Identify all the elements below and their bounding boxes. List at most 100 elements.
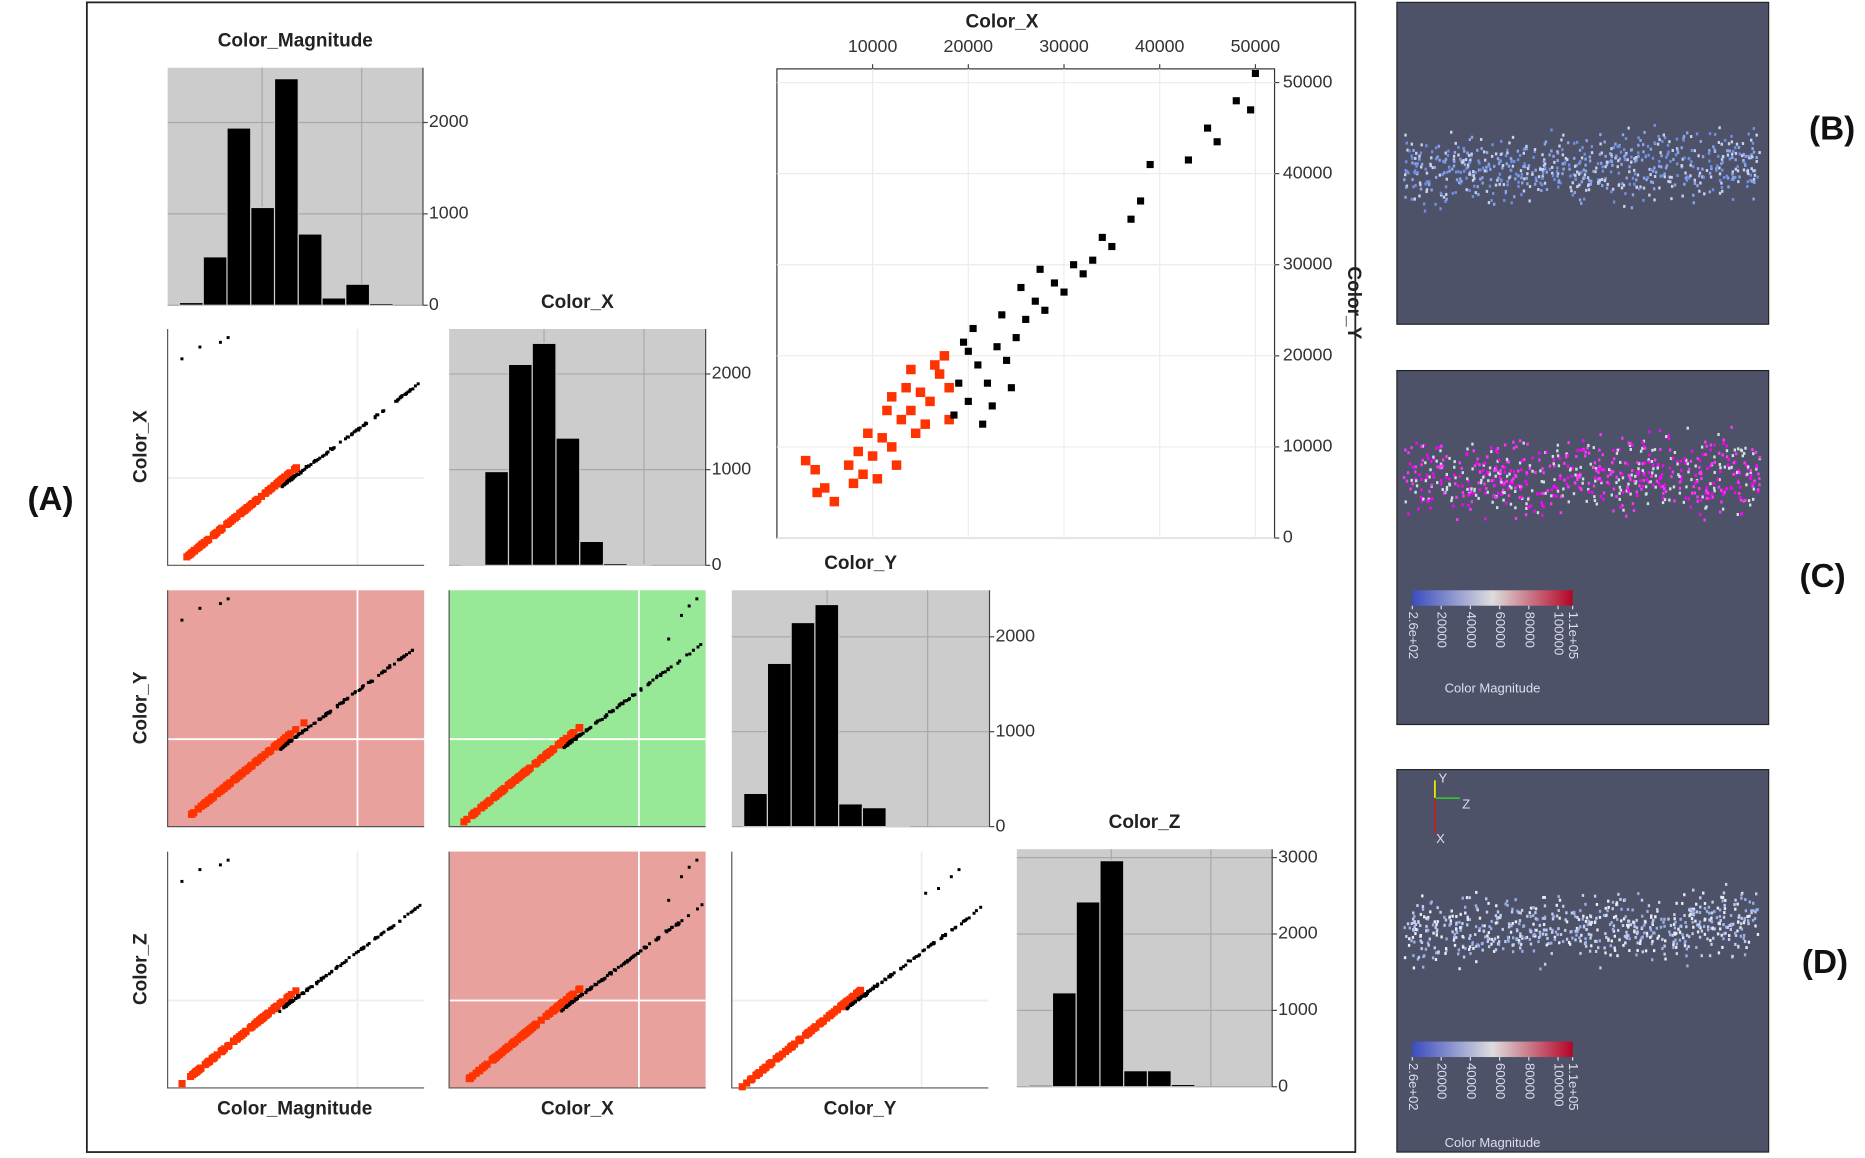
cloud-dot <box>1615 475 1618 479</box>
cloud-dot <box>1710 942 1713 946</box>
cloud-dot <box>1755 467 1758 471</box>
cloud-dot <box>1697 174 1701 178</box>
cloud-dot <box>635 952 639 956</box>
cloud-dot <box>1737 915 1740 919</box>
cloud-dot <box>1666 153 1669 157</box>
cloud-dot <box>1459 928 1462 932</box>
cloud-dot <box>1695 910 1699 914</box>
cloud-dot <box>1692 201 1695 205</box>
cloud-dot <box>1657 463 1660 467</box>
point-cloud <box>460 597 703 826</box>
cloud-dot <box>413 384 417 388</box>
cloud-dot <box>1542 928 1546 932</box>
cloud-dot <box>1448 456 1451 460</box>
cloud-dot <box>1432 457 1436 461</box>
cloud-dot <box>1402 476 1406 480</box>
point <box>1079 270 1087 278</box>
cloud-dot <box>1562 167 1565 171</box>
cloud-dot <box>1447 165 1451 169</box>
cloud-dot <box>409 910 413 914</box>
cloud-dot <box>1432 931 1435 935</box>
cloud-dot <box>1600 151 1603 155</box>
cloud-dot <box>1408 926 1411 930</box>
cloud-dot <box>1626 462 1629 466</box>
cloud-dot <box>1664 490 1668 494</box>
colorbar <box>1412 1041 1573 1058</box>
cloud-dot <box>1549 927 1552 931</box>
cloud-dot <box>626 959 629 963</box>
cloud-dot <box>1725 455 1729 459</box>
cloud-dot <box>1658 186 1661 190</box>
cloud-dot <box>1680 468 1683 472</box>
cloud-dot <box>1742 160 1746 164</box>
cloud-dot <box>1706 928 1710 932</box>
cloud-dot <box>1709 448 1712 452</box>
cloud-dot <box>1434 146 1438 150</box>
cloud-dot <box>1692 165 1695 169</box>
cloud-dot <box>1593 921 1597 925</box>
cloud-dot <box>1571 466 1575 470</box>
cloud-dot <box>1664 957 1667 961</box>
cloud-dot <box>1608 152 1612 156</box>
cloud-dot <box>285 470 293 478</box>
cloud-dot <box>1594 950 1598 953</box>
cloud-dot <box>1703 192 1706 196</box>
cloud-dot <box>1678 930 1682 934</box>
cloud-dot <box>1620 162 1623 166</box>
cloud-dot <box>1414 156 1417 160</box>
bar <box>1099 860 1125 1088</box>
cloud-dot <box>1497 471 1500 475</box>
cloud-dot <box>1566 141 1570 145</box>
triad-label: Y <box>1438 771 1447 786</box>
cloud-dot <box>1753 173 1757 177</box>
cloud-dot <box>1737 180 1740 184</box>
cloud-dot <box>1414 932 1417 936</box>
cloud-dot <box>1461 896 1464 900</box>
cloud-dot <box>1750 911 1753 915</box>
cloud-dot <box>1696 930 1700 934</box>
cloud-dot <box>1407 451 1410 455</box>
cloud-dot <box>1747 499 1751 503</box>
cloud-dot <box>1741 454 1744 458</box>
cloud-dot <box>366 680 370 684</box>
cloud-dot <box>1654 170 1658 174</box>
cloud-dot <box>1418 154 1421 158</box>
cloud-dot <box>531 760 539 768</box>
cloud-dot <box>1527 497 1530 501</box>
cloud-dot <box>1723 138 1727 142</box>
cloud-dot <box>264 487 272 495</box>
cloud-dot <box>1410 446 1413 450</box>
cloud-dot <box>1410 154 1413 158</box>
cloud-dot <box>1598 181 1601 185</box>
cloud-dot <box>1715 164 1719 168</box>
cloud-dot <box>1605 160 1609 164</box>
cloud-dot <box>1578 936 1581 940</box>
cloud-dot <box>1651 448 1654 452</box>
cloud-dot <box>1600 467 1603 471</box>
cloud-dot <box>1517 184 1520 188</box>
cloud-dot <box>1663 498 1667 502</box>
cloud-dot <box>1534 928 1537 932</box>
cloud-dot <box>1492 939 1495 943</box>
histogram-title: Color_Y <box>824 553 897 574</box>
cloud-dot <box>1749 179 1752 183</box>
cloud-dot <box>1630 155 1633 159</box>
cloud-dot <box>1491 500 1494 504</box>
cloud-dot <box>1462 146 1465 150</box>
cloud-dot <box>1691 907 1694 911</box>
cloud-dot <box>1500 480 1503 484</box>
cloud-dot <box>1424 947 1428 951</box>
cloud-dot <box>1621 133 1625 137</box>
cloud-dot <box>350 432 354 436</box>
cloud-dot <box>332 446 336 450</box>
cloud-dot <box>1746 185 1749 188</box>
point <box>1184 156 1192 164</box>
cloud-dot <box>1749 156 1752 160</box>
cloud-dot <box>1562 904 1565 908</box>
cloud-dot <box>1528 466 1531 470</box>
cloud-dot <box>869 988 873 992</box>
cloud-dot <box>1728 934 1731 938</box>
cloud-dot <box>1481 181 1484 185</box>
cloud-dot <box>1461 922 1464 925</box>
cloud-dot <box>486 797 494 805</box>
